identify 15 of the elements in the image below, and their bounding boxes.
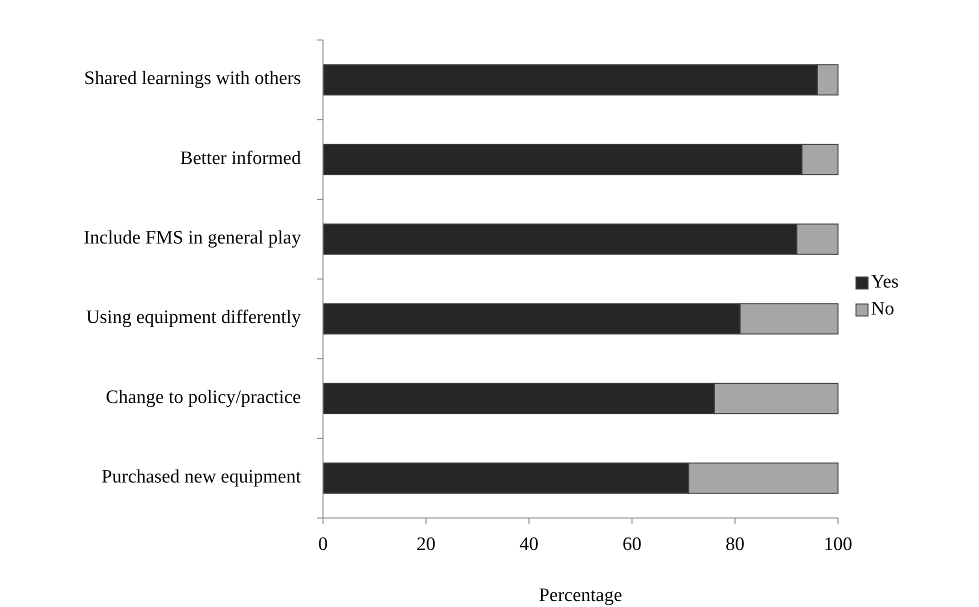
y-tick-label: Include FMS in general play xyxy=(84,228,302,249)
y-tick-label: Shared learnings with others xyxy=(84,68,301,90)
y-tick-label: Purchased new equipment xyxy=(102,466,302,488)
x-axis-title: Percentage xyxy=(538,585,622,606)
y-tick-label: Better informed xyxy=(180,148,302,169)
y-tick-label: Change to policy/practice xyxy=(106,386,301,408)
x-tick-label: 0 xyxy=(318,534,328,555)
x-tick-label: 60 xyxy=(622,534,642,555)
x-tick-label: 100 xyxy=(824,534,852,555)
x-tick-label: 80 xyxy=(726,534,744,555)
x-tick-label: 40 xyxy=(520,534,538,555)
legend-label: No xyxy=(871,298,894,320)
y-tick-label: Using equipment differently xyxy=(86,307,302,328)
x-tick-label: 20 xyxy=(416,534,436,555)
legend-label: Yes xyxy=(871,271,899,292)
